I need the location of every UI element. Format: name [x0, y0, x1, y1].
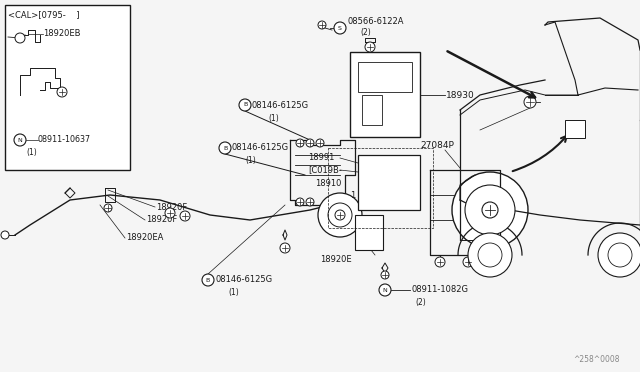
Text: N: N: [383, 288, 387, 292]
Circle shape: [296, 198, 304, 206]
Text: 08146-6125G: 08146-6125G: [232, 144, 289, 153]
Circle shape: [1, 231, 9, 239]
Bar: [358, 155, 420, 210]
Circle shape: [165, 208, 175, 218]
Bar: [565, 120, 585, 138]
Circle shape: [280, 243, 290, 253]
Circle shape: [306, 198, 314, 206]
Text: 08911-1082G: 08911-1082G: [411, 285, 468, 295]
Text: 18920F: 18920F: [156, 202, 188, 212]
Circle shape: [569, 124, 581, 136]
Text: B: B: [243, 103, 247, 108]
Circle shape: [104, 204, 112, 212]
Circle shape: [465, 185, 515, 235]
Text: [C019B-: [C019B-: [308, 166, 342, 174]
Text: (1): (1): [228, 289, 239, 298]
Circle shape: [239, 99, 251, 111]
Circle shape: [478, 243, 502, 267]
Circle shape: [316, 139, 324, 147]
Text: 08566-6122A: 08566-6122A: [348, 17, 404, 26]
Circle shape: [379, 284, 391, 296]
Text: (1): (1): [268, 113, 279, 122]
Text: B: B: [206, 278, 210, 282]
Circle shape: [306, 139, 314, 147]
Circle shape: [381, 271, 389, 279]
Circle shape: [318, 21, 326, 29]
Bar: [328, 148, 433, 228]
Bar: [350, 52, 420, 137]
Circle shape: [365, 42, 375, 52]
Text: 18920EA: 18920EA: [126, 234, 163, 243]
Text: 08146-6125G: 08146-6125G: [252, 100, 309, 109]
Circle shape: [452, 172, 528, 248]
Text: 18930: 18930: [446, 90, 475, 99]
Text: 18920F: 18920F: [146, 215, 177, 224]
Text: (2): (2): [360, 29, 371, 38]
Circle shape: [598, 233, 640, 277]
Circle shape: [608, 243, 632, 267]
Text: N: N: [18, 138, 22, 142]
Bar: [362, 95, 382, 125]
Circle shape: [15, 33, 25, 43]
Circle shape: [335, 210, 345, 220]
Circle shape: [296, 139, 304, 147]
Text: 27084P: 27084P: [420, 141, 454, 150]
Circle shape: [57, 87, 67, 97]
Circle shape: [14, 134, 26, 146]
Circle shape: [318, 193, 362, 237]
Circle shape: [463, 257, 473, 267]
Text: ^258^0008: ^258^0008: [573, 356, 620, 365]
Bar: [5, 5, 130, 170]
Circle shape: [468, 233, 512, 277]
Text: 18991: 18991: [308, 154, 334, 163]
Circle shape: [482, 202, 498, 218]
Text: B: B: [223, 145, 227, 151]
Circle shape: [435, 257, 445, 267]
Bar: [358, 62, 412, 92]
Text: 18910: 18910: [315, 179, 341, 187]
Bar: [355, 215, 383, 250]
Text: 18920E: 18920E: [320, 256, 351, 264]
Text: S: S: [338, 26, 342, 31]
Text: <CAL>[0795-    ]: <CAL>[0795- ]: [8, 10, 79, 19]
Text: (1): (1): [26, 148, 36, 157]
Circle shape: [334, 22, 346, 34]
Circle shape: [524, 96, 536, 108]
Text: (1): (1): [245, 157, 256, 166]
Text: 08911-10637: 08911-10637: [38, 135, 91, 144]
Circle shape: [180, 211, 190, 221]
Circle shape: [202, 274, 214, 286]
Text: (2): (2): [415, 298, 426, 308]
Circle shape: [219, 142, 231, 154]
Text: 18920EB: 18920EB: [43, 29, 81, 38]
Text: 08146-6125G: 08146-6125G: [215, 276, 272, 285]
Text: 1: 1: [350, 192, 355, 201]
Circle shape: [328, 203, 352, 227]
